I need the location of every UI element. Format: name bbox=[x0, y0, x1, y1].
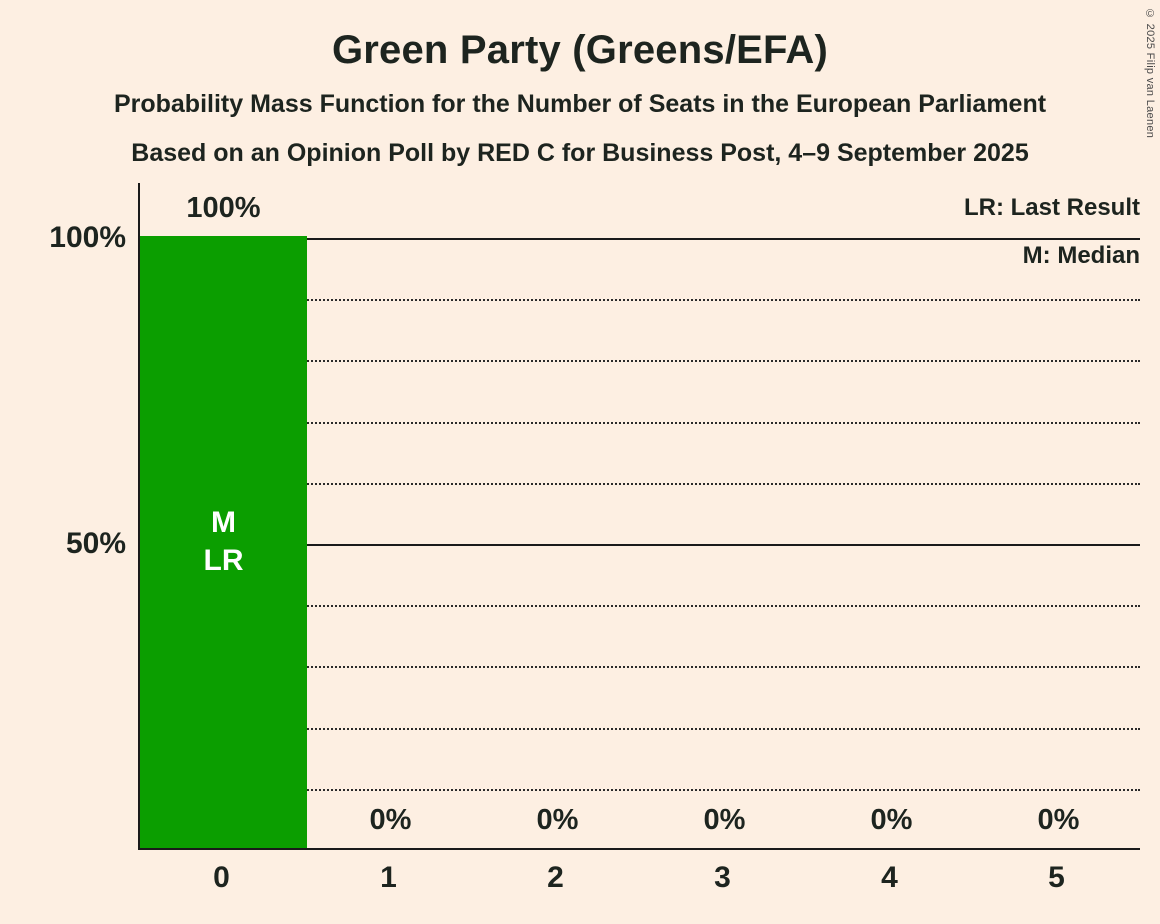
bar-annotation-line: M bbox=[211, 506, 236, 539]
plot-area: 100% M LR 0% 0% 0% 0% 0% bbox=[138, 183, 1140, 850]
y-tick-label-50: 50% bbox=[65, 527, 126, 560]
gridline-80 bbox=[140, 360, 1140, 363]
bar-annotation-line: LR bbox=[203, 544, 244, 577]
gridline-10 bbox=[140, 788, 1140, 791]
gridline-40 bbox=[140, 605, 1140, 608]
x-tick-label-5: 5 bbox=[1048, 861, 1065, 894]
bar-value-label-2: 0% bbox=[536, 804, 579, 836]
bar-value-label-4: 0% bbox=[870, 804, 913, 836]
bar-annotation-0: M LR bbox=[140, 236, 307, 848]
x-tick-label-0: 0 bbox=[213, 861, 230, 894]
chart-title: Green Party (Greens/EFA) bbox=[331, 28, 829, 72]
bar-0 bbox=[140, 236, 307, 848]
x-tick-label-3: 3 bbox=[714, 861, 731, 894]
gridline-50 bbox=[140, 544, 1140, 546]
legend-last-result: LR: Last Result bbox=[963, 194, 1140, 221]
gridline-70 bbox=[140, 421, 1140, 424]
y-tick-label-100: 100% bbox=[49, 221, 126, 254]
bar-value-label-3: 0% bbox=[703, 804, 746, 836]
legend: LR: Last Result M: Median bbox=[964, 184, 1140, 280]
gridline-90 bbox=[140, 299, 1140, 302]
chart-subtitle-2: Based on an Opinion Poll by RED C for Bu… bbox=[131, 139, 1029, 167]
bar-value-label-1: 0% bbox=[369, 804, 412, 836]
gridline-100 bbox=[140, 238, 1140, 240]
gridline-20 bbox=[140, 727, 1140, 730]
chart-subtitle-1: Probability Mass Function for the Number… bbox=[113, 90, 1047, 118]
legend-median: M: Median bbox=[1022, 242, 1140, 269]
gridline-30 bbox=[140, 666, 1140, 669]
x-tick-label-4: 4 bbox=[881, 861, 898, 894]
bar-value-label-0: 100% bbox=[186, 192, 261, 224]
copyright-text: © 2025 Filip van Laenen bbox=[1144, 8, 1156, 139]
bar-value-label-5: 0% bbox=[1037, 804, 1080, 836]
x-tick-label-1: 1 bbox=[380, 861, 397, 894]
gridline-60 bbox=[140, 482, 1140, 485]
x-tick-label-2: 2 bbox=[547, 861, 564, 894]
x-axis-labels: 0 1 2 3 4 5 bbox=[138, 858, 1140, 906]
